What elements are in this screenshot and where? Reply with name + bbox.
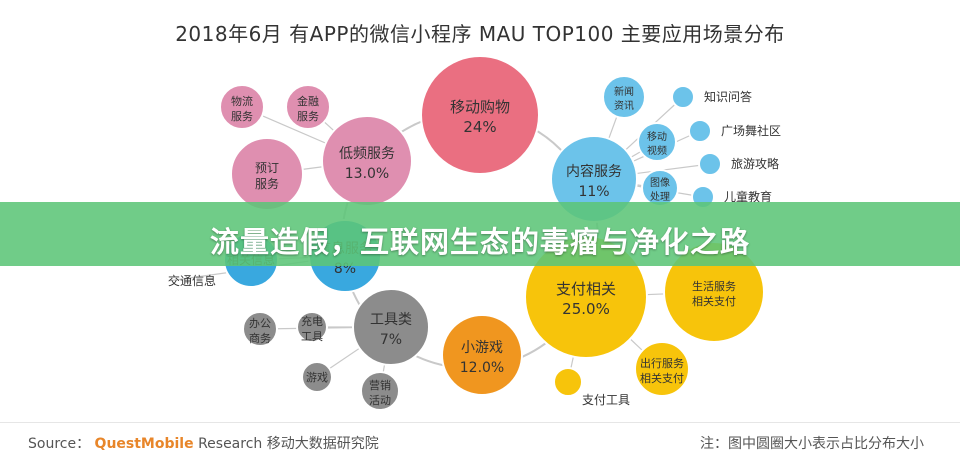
- bubble-金融服务: [285, 84, 331, 130]
- value-低频服务: 13.0%: [345, 166, 389, 182]
- label-办公商务-line2: 商务: [249, 331, 271, 345]
- label-出行服务相关支付-line1: 出行服务: [640, 356, 684, 370]
- bubble-新闻资讯: [602, 75, 646, 119]
- bubble-旅游攻略: [698, 152, 722, 176]
- label-生活服务相关支付-line1: 生活服务: [692, 279, 736, 293]
- label-预订服务-line2: 服务: [255, 176, 279, 191]
- label-游戏: 游戏: [306, 371, 328, 384]
- bubble-小游戏: [441, 314, 523, 396]
- bubble-办公商务: [242, 311, 278, 347]
- label-小游戏: 小游戏: [461, 340, 503, 356]
- label-预订服务-line1: 预订: [255, 161, 279, 175]
- bubble-出行服务相关支付: [634, 341, 690, 397]
- bubble-物流服务: [219, 84, 265, 130]
- label-旅游攻略: 旅游攻略: [731, 156, 779, 171]
- source-brand: QuestMobile: [94, 436, 194, 452]
- label-办公商务-line1: 办公: [249, 317, 271, 330]
- label-移动视频-line1: 移动: [647, 130, 667, 143]
- bubble-支付工具: [553, 367, 583, 397]
- chart-title: 2018年6月 有APP的微信小程序 MAU TOP100 主要应用场景分布: [175, 22, 785, 46]
- label-支付相关: 支付相关: [556, 280, 616, 298]
- label-营销活动-line1: 营销: [369, 378, 391, 392]
- size-note: 注：图中圆圈大小表示占比分布大小: [700, 436, 924, 452]
- label-内容服务: 内容服务: [566, 163, 622, 180]
- label-物流服务-line1: 物流: [231, 94, 253, 108]
- label-金融服务-line2: 服务: [297, 110, 319, 123]
- label-充电工具-line1: 充电: [301, 314, 323, 328]
- bubble-充电工具: [296, 311, 328, 343]
- banner-headline: 流量造假，互联网生态的毒瘤与净化之路: [209, 225, 750, 259]
- label-儿童教育: 儿童教育: [724, 189, 772, 204]
- label-移动购物: 移动购物: [450, 98, 510, 116]
- bubble-移动视频: [637, 122, 677, 162]
- bubble-工具类: [352, 288, 430, 366]
- value-支付相关: 25.0%: [562, 300, 610, 318]
- label-营销活动-line2: 活动: [369, 394, 391, 407]
- source-suffix: Research 移动大数据研究院: [198, 436, 379, 452]
- label-图像处理-line1: 图像: [650, 177, 670, 189]
- label-移动视频-line2: 视频: [647, 144, 667, 157]
- overlay-banner: [0, 202, 960, 266]
- bubble-营销活动: [360, 371, 400, 411]
- label-图像处理-line2: 处理: [650, 191, 670, 203]
- label-生活服务相关支付-line2: 相关支付: [692, 294, 736, 308]
- bubble-游戏: [301, 361, 333, 393]
- value-小游戏: 12.0%: [460, 360, 504, 376]
- label-广场舞社区: 广场舞社区: [721, 123, 781, 138]
- footer-divider: [0, 422, 960, 423]
- label-支付工具: 支付工具: [582, 393, 630, 407]
- label-交通信息: 交通信息: [168, 273, 216, 288]
- value-工具类: 7%: [380, 332, 402, 348]
- label-工具类: 工具类: [370, 312, 412, 328]
- label-充电工具-line2: 工具: [301, 330, 323, 343]
- bubble-知识问答: [671, 85, 695, 109]
- source-credit: Source： QuestMobile Research 移动大数据研究院: [28, 433, 379, 453]
- label-物流服务-line2: 服务: [231, 110, 253, 123]
- label-金融服务-line1: 金融: [297, 94, 319, 108]
- label-知识问答: 知识问答: [704, 89, 752, 104]
- bubble-移动购物: [420, 55, 540, 175]
- bubble-广场舞社区: [688, 119, 712, 143]
- label-低频服务: 低频服务: [339, 146, 395, 162]
- label-出行服务相关支付-line2: 相关支付: [640, 371, 684, 385]
- label-新闻资讯-line1: 新闻: [614, 85, 634, 98]
- value-内容服务: 11%: [578, 184, 609, 200]
- value-移动购物: 24%: [463, 118, 496, 136]
- label-新闻资讯-line2: 资讯: [614, 100, 634, 112]
- source-prefix: Source：: [28, 436, 91, 452]
